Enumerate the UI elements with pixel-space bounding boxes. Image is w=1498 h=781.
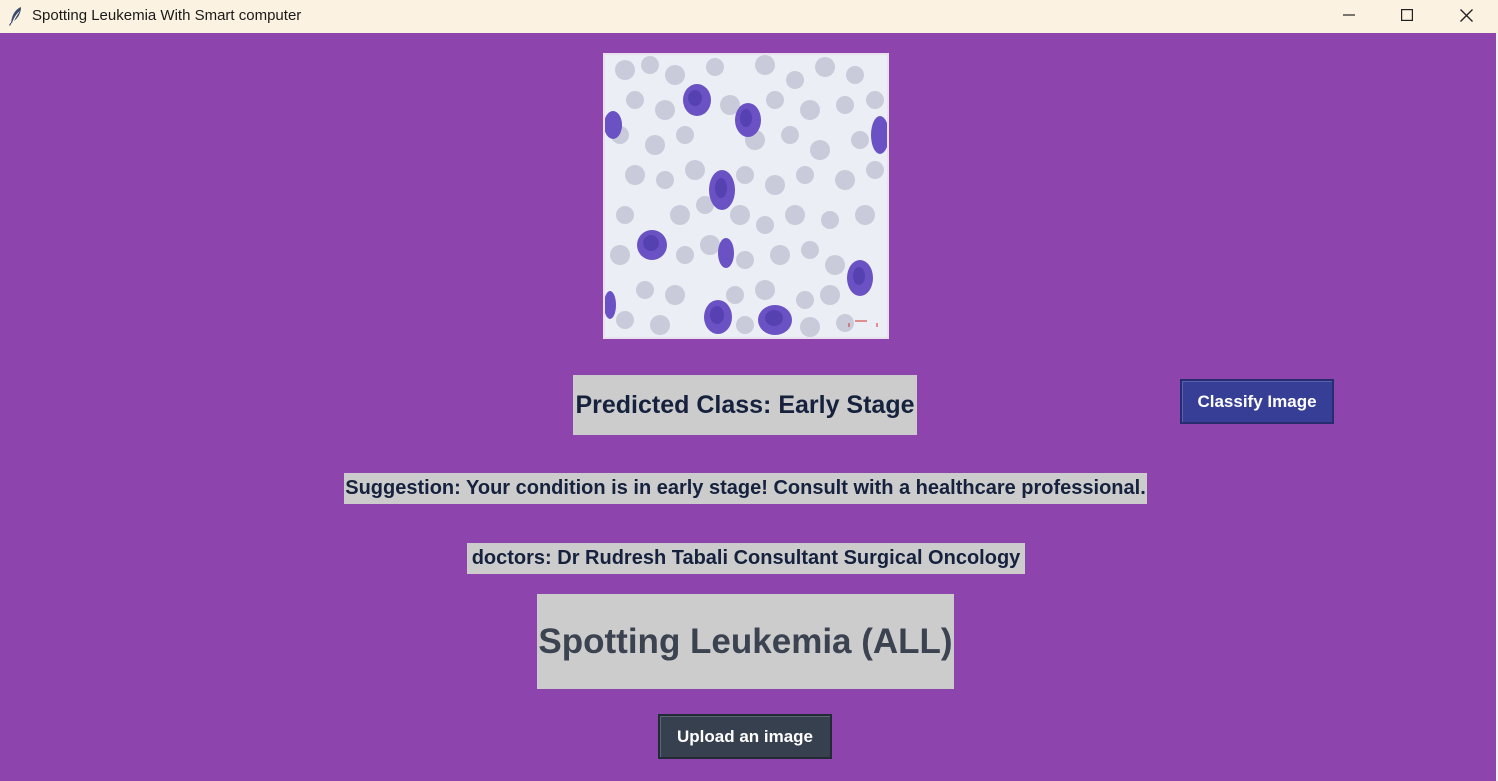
- suggestion-label: Suggestion: Your condition is in early s…: [344, 473, 1147, 504]
- classify-image-button[interactable]: Classify Image: [1180, 379, 1334, 424]
- window-edge: [1496, 33, 1498, 781]
- main-content: Predicted Class: Early Stage Classify Im…: [0, 33, 1497, 781]
- app-heading: Spotting Leukemia (ALL): [537, 594, 954, 689]
- upload-image-button[interactable]: Upload an image: [658, 714, 832, 759]
- minimize-icon: [1343, 14, 1355, 16]
- feather-icon: [8, 7, 21, 26]
- blood-smear-image: [605, 55, 887, 337]
- maximize-button[interactable]: [1384, 0, 1430, 30]
- predicted-class-label: Predicted Class: Early Stage: [573, 375, 917, 435]
- close-button[interactable]: [1443, 0, 1489, 30]
- title-bar[interactable]: Spotting Leukemia With Smart computer: [0, 0, 1498, 33]
- uploaded-image-preview: [603, 53, 889, 339]
- window-title: Spotting Leukemia With Smart computer: [32, 7, 302, 24]
- doctors-label: doctors: Dr Rudresh Tabali Consultant Su…: [467, 543, 1025, 574]
- close-icon: [1459, 8, 1473, 22]
- minimize-button[interactable]: [1326, 0, 1372, 30]
- maximize-icon: [1401, 9, 1413, 21]
